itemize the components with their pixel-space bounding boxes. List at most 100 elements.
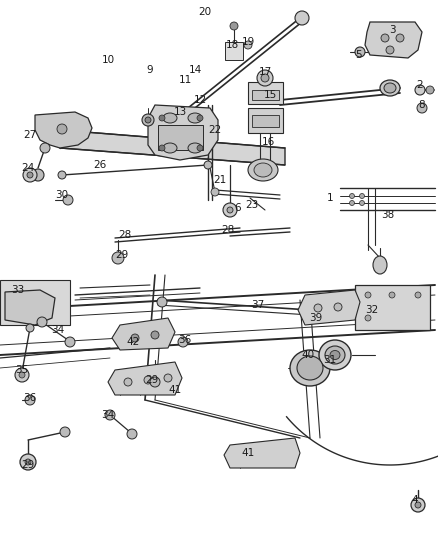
- Text: 40: 40: [301, 350, 314, 360]
- Text: 6: 6: [235, 203, 241, 213]
- Ellipse shape: [373, 256, 387, 274]
- Bar: [252, 115, 279, 127]
- Text: 23: 23: [245, 200, 258, 210]
- Text: 29: 29: [145, 375, 159, 385]
- Ellipse shape: [384, 83, 396, 93]
- Circle shape: [415, 292, 421, 298]
- Polygon shape: [298, 290, 360, 325]
- Polygon shape: [365, 22, 422, 58]
- Text: 37: 37: [251, 300, 265, 310]
- Text: 35: 35: [15, 365, 28, 375]
- Circle shape: [37, 317, 47, 327]
- Circle shape: [15, 368, 29, 382]
- Circle shape: [381, 34, 389, 42]
- Circle shape: [230, 22, 238, 30]
- Text: 12: 12: [193, 95, 207, 105]
- Circle shape: [426, 86, 434, 94]
- Text: 34: 34: [51, 325, 65, 335]
- Circle shape: [365, 315, 371, 321]
- Text: 41: 41: [168, 385, 182, 395]
- Text: 34: 34: [101, 410, 115, 420]
- Text: 36: 36: [178, 335, 192, 345]
- Circle shape: [40, 143, 50, 153]
- Ellipse shape: [163, 143, 177, 153]
- Text: 24: 24: [21, 163, 35, 173]
- Circle shape: [360, 200, 364, 206]
- Text: 42: 42: [127, 337, 140, 347]
- Text: 4: 4: [412, 495, 418, 505]
- Ellipse shape: [380, 80, 400, 96]
- Circle shape: [396, 34, 404, 42]
- Ellipse shape: [297, 356, 323, 380]
- Text: 22: 22: [208, 125, 222, 135]
- Circle shape: [159, 145, 165, 151]
- Circle shape: [144, 376, 152, 384]
- Text: 11: 11: [178, 75, 192, 85]
- Circle shape: [360, 193, 364, 198]
- Text: 32: 32: [365, 305, 378, 315]
- Circle shape: [58, 171, 66, 179]
- Ellipse shape: [188, 113, 202, 123]
- Ellipse shape: [290, 350, 330, 386]
- Circle shape: [334, 303, 342, 311]
- Circle shape: [26, 324, 34, 332]
- Circle shape: [365, 292, 371, 298]
- Circle shape: [389, 292, 395, 298]
- Circle shape: [244, 41, 252, 49]
- Ellipse shape: [248, 159, 278, 181]
- Text: 15: 15: [263, 90, 277, 100]
- Text: 36: 36: [23, 393, 37, 403]
- Circle shape: [204, 161, 212, 169]
- Ellipse shape: [254, 163, 272, 177]
- Text: 21: 21: [213, 175, 226, 185]
- Circle shape: [25, 395, 35, 405]
- Circle shape: [227, 207, 233, 213]
- Circle shape: [112, 252, 124, 264]
- Circle shape: [159, 115, 165, 121]
- Circle shape: [355, 47, 365, 57]
- Text: 19: 19: [241, 37, 254, 47]
- Circle shape: [32, 169, 44, 181]
- Bar: [355, 285, 430, 330]
- Polygon shape: [60, 130, 285, 165]
- Circle shape: [257, 70, 273, 86]
- Polygon shape: [112, 318, 175, 350]
- Ellipse shape: [330, 351, 340, 359]
- Bar: [248, 82, 283, 104]
- Text: 1: 1: [327, 193, 333, 203]
- Text: 41: 41: [241, 448, 254, 458]
- Text: 28: 28: [118, 230, 132, 240]
- Circle shape: [23, 168, 37, 182]
- Circle shape: [295, 11, 309, 25]
- Ellipse shape: [163, 113, 177, 123]
- Text: 16: 16: [261, 137, 275, 147]
- Circle shape: [65, 337, 75, 347]
- Circle shape: [197, 115, 203, 121]
- Text: 26: 26: [93, 160, 106, 170]
- Text: 33: 33: [11, 285, 25, 295]
- Text: 2: 2: [417, 80, 423, 90]
- Ellipse shape: [188, 143, 202, 153]
- Ellipse shape: [319, 340, 351, 370]
- Circle shape: [350, 193, 354, 198]
- Circle shape: [157, 297, 167, 307]
- Bar: [252, 90, 279, 100]
- Ellipse shape: [325, 346, 345, 364]
- Circle shape: [417, 103, 427, 113]
- Text: 8: 8: [419, 100, 425, 110]
- Text: 39: 39: [309, 313, 323, 323]
- Circle shape: [386, 46, 394, 54]
- Text: 29: 29: [21, 460, 35, 470]
- Circle shape: [415, 85, 425, 95]
- Text: 30: 30: [56, 190, 69, 200]
- Text: 18: 18: [226, 40, 239, 50]
- Circle shape: [350, 200, 354, 206]
- Circle shape: [314, 304, 322, 312]
- Text: 17: 17: [258, 67, 272, 77]
- Bar: [0, 280, 70, 325]
- Circle shape: [105, 410, 115, 420]
- Text: 3: 3: [389, 25, 396, 35]
- Circle shape: [20, 454, 36, 470]
- Polygon shape: [35, 112, 92, 148]
- Circle shape: [261, 74, 269, 82]
